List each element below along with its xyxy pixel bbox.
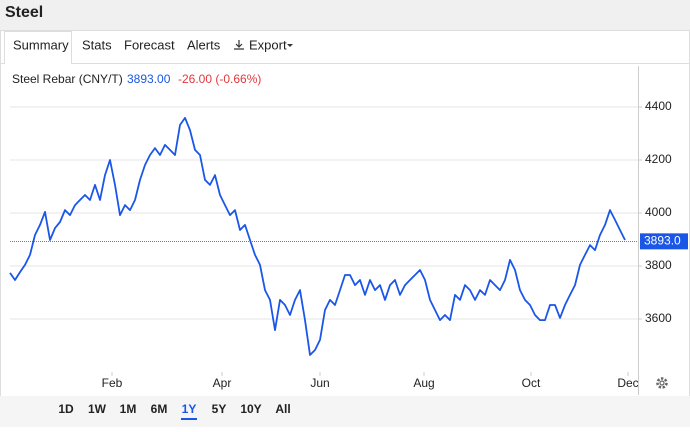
range-button[interactable]: 10Y bbox=[240, 402, 261, 416]
plot: Feb Apr Jun Aug Oct Dec bbox=[9, 106, 638, 390]
range-underline bbox=[181, 418, 197, 420]
range-button[interactable]: 5Y bbox=[212, 402, 227, 416]
price-line bbox=[9, 117, 626, 356]
x-tick-label: Apr bbox=[213, 376, 232, 390]
last-price-box bbox=[640, 233, 688, 250]
tab[interactable]: Forecast bbox=[124, 37, 175, 52]
tabs: Summary Stats Forecast Alerts Export bbox=[13, 37, 287, 52]
tab[interactable]: Alerts bbox=[187, 37, 221, 52]
x-tick-label: Dec bbox=[617, 376, 638, 390]
tab[interactable]: Stats bbox=[82, 37, 112, 52]
tab-gap bbox=[5, 62, 71, 65]
y-tick-label: 4400 bbox=[645, 99, 672, 113]
dropdown-caret bbox=[287, 44, 293, 47]
x-tick-label: Jun bbox=[310, 376, 329, 390]
export-icon bbox=[234, 40, 244, 50]
header-bar bbox=[0, 0, 690, 30]
gear-hub bbox=[659, 380, 665, 386]
x-tick-label: Feb bbox=[102, 376, 123, 390]
range-buttons: 1D 1W 1M 6M 1Y 5Y 10Y All bbox=[58, 402, 291, 420]
legend-name: Steel Rebar (CNY/T) bbox=[12, 72, 123, 86]
legend-change: -26.00 (-0.66%) bbox=[178, 72, 261, 86]
y-tick-label: 3800 bbox=[645, 258, 672, 272]
range-button[interactable]: 1M bbox=[120, 402, 137, 416]
range-button[interactable]: 6M bbox=[151, 402, 168, 416]
range-button[interactable]: 1Y bbox=[182, 402, 197, 416]
x-tick-label: Aug bbox=[413, 376, 434, 390]
y-tick-label: 4200 bbox=[645, 152, 672, 166]
panel bbox=[0, 30, 690, 427]
gear bbox=[656, 377, 668, 389]
tab[interactable]: Export bbox=[249, 37, 287, 52]
y-tick-label: 3600 bbox=[645, 311, 672, 325]
legend-price: 3893.00 bbox=[127, 72, 171, 86]
x-tick-label: Oct bbox=[522, 376, 541, 390]
range-button[interactable]: 1D bbox=[58, 402, 74, 416]
page-title: Steel bbox=[5, 4, 43, 21]
range-button[interactable]: 1W bbox=[88, 402, 107, 416]
settings-icon[interactable] bbox=[656, 377, 668, 389]
last-price-label: 3893.0 bbox=[644, 234, 681, 248]
range-bar bbox=[0, 396, 690, 427]
y-tick-label: 4000 bbox=[645, 205, 672, 219]
legend: Steel Rebar (CNY/T) 3893.00 -26.00 (-0.6… bbox=[12, 72, 261, 86]
tab[interactable]: Summary bbox=[13, 37, 69, 52]
range-button[interactable]: All bbox=[275, 402, 290, 416]
